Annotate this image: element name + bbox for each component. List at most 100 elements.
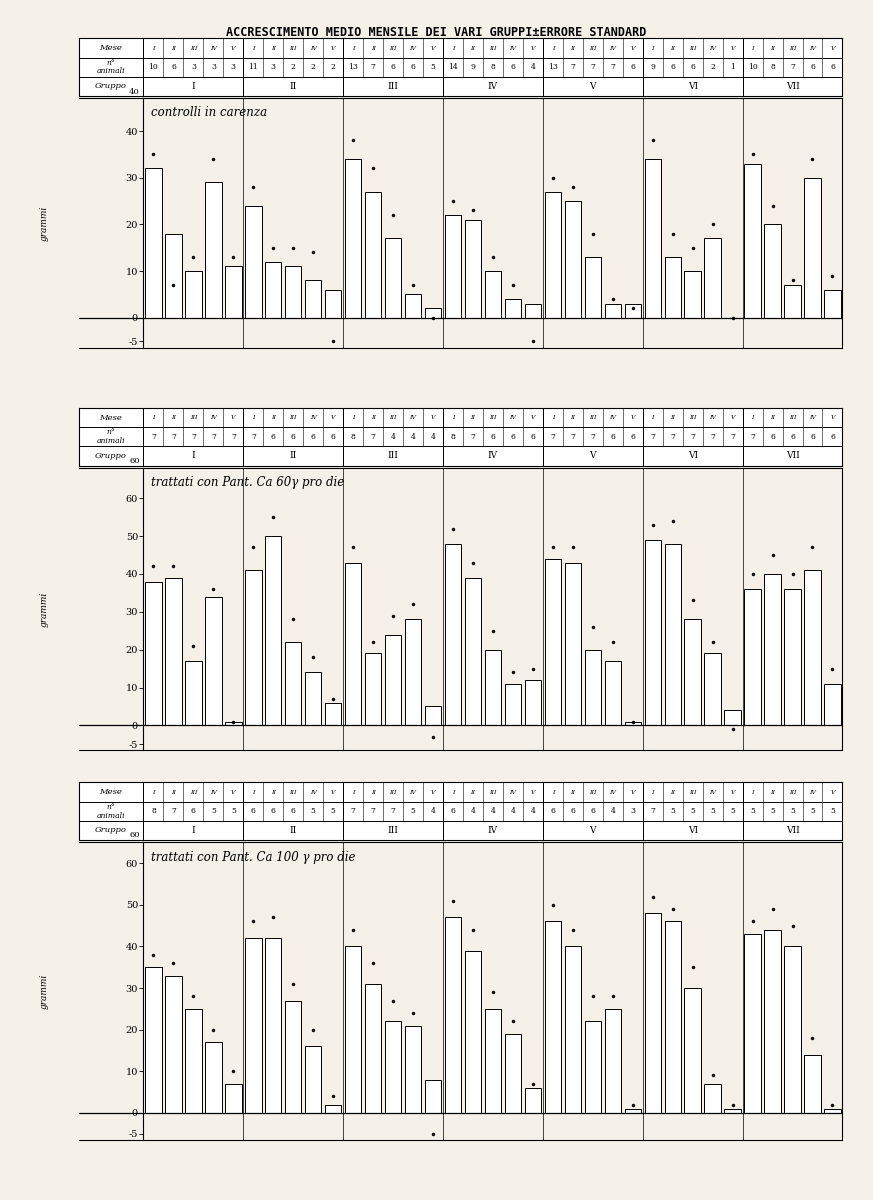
Text: I: I	[152, 790, 155, 794]
Bar	[525, 680, 541, 725]
Bar	[585, 1021, 601, 1112]
Bar	[745, 934, 760, 1112]
Text: II: II	[670, 790, 675, 794]
Bar	[565, 563, 581, 725]
Text: 7: 7	[790, 64, 795, 71]
Bar	[565, 202, 581, 318]
Text: 5: 5	[711, 808, 715, 815]
Text: III: III	[589, 790, 596, 794]
Bar	[684, 271, 701, 318]
Text: 3: 3	[230, 64, 236, 71]
Text: 7: 7	[171, 808, 175, 815]
Text: 7: 7	[211, 433, 216, 440]
Text: 13: 13	[348, 64, 358, 71]
Text: 5: 5	[830, 808, 835, 815]
Text: VI: VI	[688, 826, 698, 835]
Text: 6: 6	[410, 64, 416, 71]
Bar	[225, 721, 242, 725]
Text: I: I	[452, 790, 454, 794]
Text: IV: IV	[510, 415, 517, 420]
Text: 7: 7	[371, 64, 375, 71]
Bar	[505, 684, 521, 725]
Text: V: V	[231, 46, 236, 50]
Text: 5: 5	[331, 808, 335, 815]
Bar	[425, 1080, 441, 1112]
Bar	[684, 619, 701, 725]
Text: 6: 6	[570, 808, 575, 815]
Text: V: V	[630, 415, 635, 420]
Text: 6: 6	[191, 808, 196, 815]
Text: 7: 7	[551, 433, 555, 440]
Text: 6: 6	[610, 433, 615, 440]
Text: II: II	[670, 46, 675, 50]
Text: I: I	[252, 415, 255, 420]
Text: V: V	[830, 790, 835, 794]
Text: 4: 4	[430, 433, 436, 440]
Text: 7: 7	[650, 433, 655, 440]
Bar	[664, 544, 681, 725]
Text: 7: 7	[231, 433, 236, 440]
Bar	[464, 950, 481, 1112]
Bar	[745, 589, 760, 725]
Text: 8: 8	[351, 433, 355, 440]
Text: 7: 7	[570, 433, 575, 440]
Text: 5: 5	[770, 808, 775, 815]
Text: 4: 4	[491, 808, 495, 815]
Text: IV: IV	[709, 46, 716, 50]
Text: 8: 8	[151, 808, 156, 815]
Text: V: V	[430, 790, 436, 794]
Bar	[464, 220, 481, 318]
Text: I: I	[452, 415, 454, 420]
Text: IV: IV	[210, 790, 217, 794]
Text: 40: 40	[129, 88, 140, 96]
Text: I: I	[651, 790, 654, 794]
Bar	[425, 308, 441, 318]
Text: 2: 2	[711, 64, 715, 71]
Text: I: I	[252, 790, 255, 794]
Text: III: III	[290, 790, 297, 794]
Bar	[705, 1084, 721, 1112]
Bar	[405, 1026, 422, 1112]
Text: V: V	[531, 415, 535, 420]
Text: IV: IV	[510, 790, 517, 794]
Text: 6: 6	[171, 64, 175, 71]
Text: V: V	[331, 46, 335, 50]
Bar	[185, 1009, 202, 1112]
Text: I: I	[252, 46, 255, 50]
Text: V: V	[231, 415, 236, 420]
Text: IV: IV	[409, 46, 416, 50]
Bar	[605, 1009, 621, 1112]
Text: III: III	[389, 46, 397, 50]
Text: 5: 5	[231, 808, 236, 815]
Text: 9: 9	[650, 64, 655, 71]
Text: III: III	[689, 415, 697, 420]
Bar	[784, 947, 801, 1112]
Bar	[265, 262, 281, 318]
Text: III: III	[389, 790, 397, 794]
Bar	[185, 271, 202, 318]
Bar	[285, 266, 301, 318]
Text: 9: 9	[471, 64, 476, 71]
Bar	[824, 1109, 841, 1112]
Text: 7: 7	[191, 433, 196, 440]
Text: 7: 7	[570, 64, 575, 71]
Bar	[445, 917, 461, 1112]
Bar	[405, 294, 422, 318]
Text: 7: 7	[691, 433, 695, 440]
Text: IV: IV	[510, 46, 517, 50]
Text: 4: 4	[391, 433, 395, 440]
Text: I: I	[352, 790, 354, 794]
Text: 4: 4	[471, 808, 476, 815]
Bar	[485, 1009, 501, 1112]
Text: 7: 7	[471, 433, 476, 440]
Bar	[605, 304, 621, 318]
Text: IV: IV	[210, 415, 217, 420]
Text: trattati con Pant. Ca 60γ pro die: trattati con Pant. Ca 60γ pro die	[151, 476, 344, 490]
Text: 7: 7	[711, 433, 715, 440]
Text: 11: 11	[249, 64, 258, 71]
Text: 7: 7	[351, 808, 355, 815]
Bar	[445, 215, 461, 318]
Text: IV: IV	[310, 790, 317, 794]
Bar	[345, 563, 361, 725]
Text: I: I	[552, 790, 554, 794]
